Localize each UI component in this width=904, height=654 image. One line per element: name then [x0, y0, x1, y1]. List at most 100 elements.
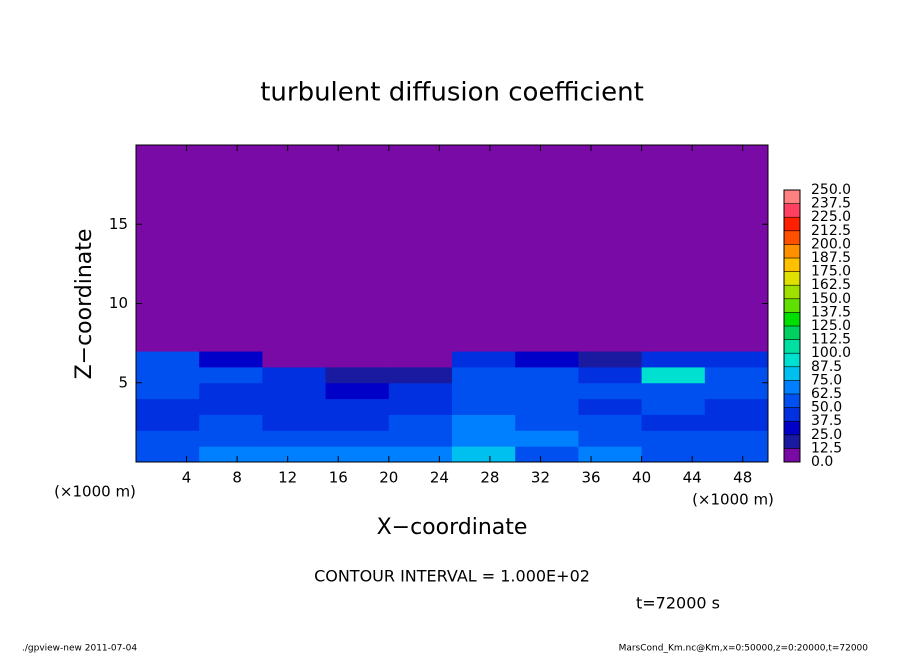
field-cell [325, 351, 390, 368]
chart-title: turbulent diffusion coefficient [260, 78, 644, 108]
field-cell [325, 414, 390, 431]
field-cell [641, 446, 706, 463]
field-cell [136, 446, 200, 463]
colorbar-swatch [784, 326, 800, 340]
y-axis-label: Z−coordinate [72, 229, 97, 380]
colorbar-label: 50.0 [811, 400, 842, 416]
field-cell [199, 446, 263, 463]
field-cell [641, 145, 706, 352]
field-cell [578, 446, 643, 463]
colorbar-label: 12.5 [811, 440, 842, 456]
field-cell [641, 351, 706, 368]
field-cell [704, 366, 769, 384]
colorbar-label: 175.0 [811, 264, 851, 280]
field-cell [704, 382, 769, 400]
field-cell [199, 366, 263, 384]
field-cell [515, 414, 579, 431]
field-cell [136, 398, 200, 415]
colorbar-swatch [784, 380, 800, 395]
colorbar-label: 0.0 [811, 454, 833, 470]
field-cell [704, 430, 769, 447]
field-cell [136, 430, 200, 447]
field-cell [578, 145, 643, 352]
colorbar-swatch [784, 203, 800, 218]
field-cell [325, 446, 390, 463]
field-cell [515, 145, 579, 352]
field-cell [262, 414, 327, 431]
colorbar-label: 25.0 [811, 427, 842, 443]
field-cell [452, 446, 516, 463]
colorbar-swatch [784, 190, 800, 204]
field-cell [704, 145, 769, 352]
colorbar-label: 212.5 [811, 223, 851, 239]
field-cell [515, 366, 579, 384]
colorbar-swatch [784, 312, 800, 327]
x-tick-label: 48 [733, 469, 752, 487]
x-tick-label: 24 [430, 469, 449, 487]
field-cell [641, 382, 706, 400]
field-cell [515, 382, 579, 400]
field-cell [452, 430, 516, 447]
field-cell [515, 446, 579, 463]
field-cell [578, 414, 643, 431]
field-cell [641, 430, 706, 447]
field-cell [388, 414, 453, 431]
field-cell [641, 366, 706, 384]
x-unit-label: (×1000 m) [54, 483, 136, 501]
field-cell [388, 145, 453, 352]
x-tick-label: 4 [182, 469, 192, 487]
field-cell [641, 398, 706, 415]
field-cell [136, 414, 200, 431]
field-cell [452, 414, 516, 431]
field-cell [388, 398, 453, 415]
colorbar-label: 100.0 [811, 345, 851, 361]
colorbar-label: 112.5 [811, 332, 851, 348]
field-cell [136, 366, 200, 384]
x-tick-label: 36 [581, 469, 600, 487]
field-cell [199, 382, 263, 400]
field-cell [325, 382, 390, 400]
field-cell [704, 414, 769, 431]
footer-left: ./gpview-new 2011-07-04 [22, 644, 137, 654]
field-cell [199, 398, 263, 415]
y-tick-label: 5 [118, 373, 128, 391]
colorbar-swatch [784, 394, 800, 408]
colorbar-label: 37.5 [811, 413, 842, 429]
field-cell [704, 446, 769, 463]
colorbar-swatch [784, 407, 800, 422]
colorbar-label: 225.0 [811, 209, 851, 225]
x-axis-label: X−coordinate [377, 515, 528, 540]
field-cell [452, 366, 516, 384]
field-cell [325, 145, 390, 352]
colorbar-swatch [784, 339, 800, 354]
field-cell [515, 398, 579, 415]
field-cell [578, 430, 643, 447]
colorbar-label: 137.5 [811, 304, 851, 320]
field-cell [704, 351, 769, 368]
x-tick-label: 8 [232, 469, 242, 487]
y-tick-label: 10 [109, 294, 128, 312]
footer-right: MarsCond_Km.nc@Km,x=0:50000,z=0:20000,t=… [619, 644, 869, 654]
colorbar-label: 250.0 [811, 182, 851, 198]
y-tick-label: 15 [109, 215, 128, 233]
x-tick-label: 16 [329, 469, 348, 487]
colorbar-label: 87.5 [811, 359, 842, 375]
colorbar-swatch [784, 258, 800, 272]
colorbar-label: 187.5 [811, 250, 851, 266]
field-cell [452, 145, 516, 352]
annotation: CONTOUR INTERVAL = 1.000E+02 [314, 567, 590, 586]
field-cell [388, 430, 453, 447]
x-tick-label: 40 [632, 469, 651, 487]
field-cell [325, 430, 390, 447]
colorbar-swatch [784, 421, 800, 436]
colorbar-swatch [784, 366, 800, 381]
colorbar-label: 150.0 [811, 291, 851, 307]
x-tick-label: 28 [480, 469, 499, 487]
field-cell [199, 145, 263, 352]
field-cell [325, 398, 390, 415]
field-cell [136, 145, 200, 352]
field-cell [641, 414, 706, 431]
x-tick-label: 12 [278, 469, 297, 487]
colorbar-swatch [784, 230, 800, 245]
colorbar-swatch [784, 244, 800, 259]
